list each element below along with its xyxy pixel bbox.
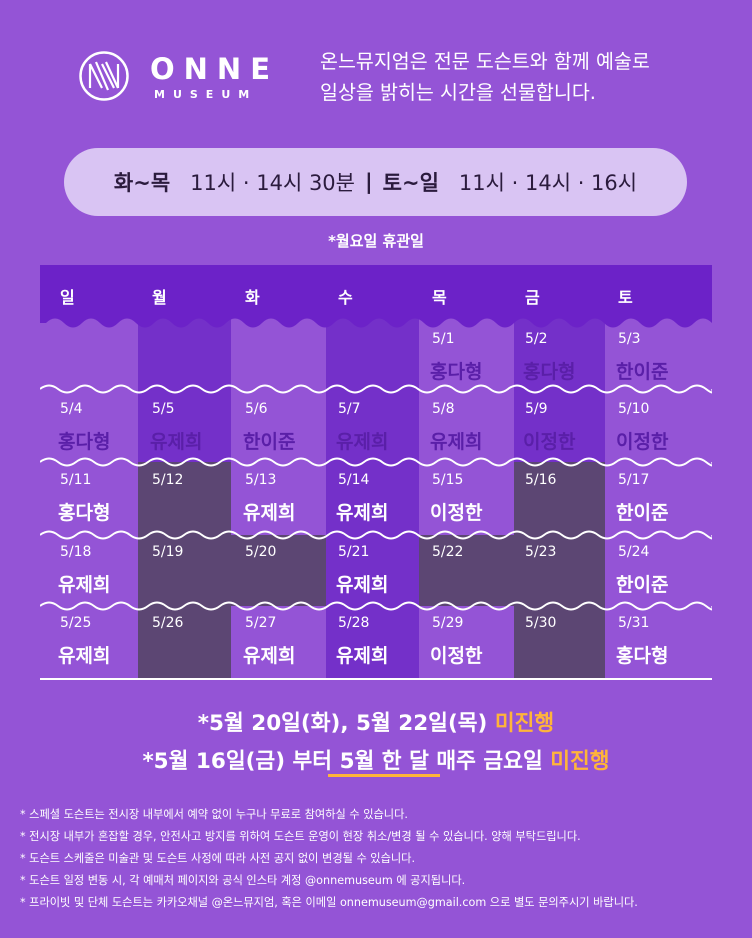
- calendar-date: 5/10: [618, 401, 650, 417]
- weekday-label: 화~목: [113, 171, 171, 195]
- day-header: 월: [152, 288, 167, 307]
- docent-name: 유제희: [243, 645, 296, 667]
- docent-name: 한이준: [243, 431, 296, 453]
- calendar-date: 5/24: [618, 544, 650, 560]
- calendar-date: 5/7: [338, 401, 361, 417]
- docent-name: 홍다형: [523, 361, 576, 383]
- calendar-date: 5/22: [432, 544, 464, 560]
- calendar-date: 5/21: [338, 544, 370, 560]
- docent-name: 유제희: [58, 645, 111, 667]
- day-header: 토: [618, 288, 633, 307]
- calendar-date: 5/15: [432, 472, 464, 488]
- calendar-date: 5/26: [152, 615, 184, 631]
- calendar-date: 5/3: [618, 331, 641, 347]
- footnote: * 프라이빗 및 단체 도슨트는 카카오채널 @온느뮤지엄, 혹은 이메일 on…: [20, 896, 638, 909]
- docent-name: 홍다형: [616, 645, 669, 667]
- notice-2-underlined: 5월 한 달: [339, 749, 429, 774]
- weekend-times: 11시 · 14시 · 16시: [458, 171, 638, 195]
- day-header: 일: [60, 288, 75, 307]
- calendar-date: 5/4: [60, 401, 83, 417]
- calendar-date: 5/31: [618, 615, 650, 631]
- notice-underline: [328, 774, 440, 777]
- footnote: * 스페셜 도슨트는 전시장 내부에서 예약 없이 누구나 무료로 참여하실 수…: [20, 808, 408, 821]
- docent-name: 홍다형: [430, 361, 483, 383]
- intro-text: 온느뮤지엄은 전문 도슨트와 함께 예술로 일상을 밝히는 시간을 선물합니다.: [320, 46, 650, 108]
- docent-name: 한이준: [616, 574, 669, 596]
- calendar-date: 5/29: [432, 615, 464, 631]
- calendar-date: 5/11: [60, 472, 92, 488]
- footnote: * 전시장 내부가 혼잡할 경우, 안전사고 방지를 위하여 도슨트 운영이 현…: [20, 830, 581, 843]
- brand-wordmark: ONNE MUSEUM: [150, 54, 279, 101]
- calendar-date: 5/17: [618, 472, 650, 488]
- weekday-times: 11시 · 14시 30분: [190, 171, 355, 195]
- footnote: * 도슨트 스케줄은 미술관 및 도슨트 사정에 따라 사전 공지 없이 변경될…: [20, 852, 416, 865]
- brand-subtitle: MUSEUM: [154, 88, 258, 101]
- notice-1-highlight: 미진행: [494, 711, 555, 736]
- day-header: 화: [245, 288, 260, 307]
- calendar-date: 5/8: [432, 401, 455, 417]
- calendar-date: 5/30: [525, 615, 557, 631]
- calendar-date: 5/27: [245, 615, 277, 631]
- notice-1-text: *5월 20일(화), 5월 22일(목): [197, 711, 495, 736]
- docent-name: 홍다형: [58, 431, 111, 453]
- docent-name: 유제희: [243, 502, 296, 524]
- intro-line-1: 온느뮤지엄은 전문 도슨트와 함께 예술로: [320, 50, 650, 73]
- calendar-date: 5/6: [245, 401, 268, 417]
- calendar-date: 5/25: [60, 615, 92, 631]
- calendar-date: 5/13: [245, 472, 277, 488]
- calendar-date: 5/1: [432, 331, 455, 347]
- docent-name: 유제희: [336, 574, 389, 596]
- docent-name: 이정한: [430, 645, 483, 667]
- docent-name: 한이준: [616, 361, 669, 383]
- calendar-date: 5/19: [152, 544, 184, 560]
- closed-day-note: *월요일 휴관일: [328, 232, 424, 250]
- footnote: * 도슨트 일정 변동 시, 각 예매처 페이지와 공식 인스타 계정 @onn…: [20, 874, 466, 887]
- weekend-label: 토~일: [382, 171, 439, 195]
- calendar-date: 5/20: [245, 544, 277, 560]
- docent-name: 유제희: [150, 431, 203, 453]
- docent-name: 한이준: [616, 502, 669, 524]
- calendar-date: 5/14: [338, 472, 370, 488]
- notice-cancelled-dates: *5월 20일(화), 5월 22일(목) 미진행: [0, 706, 752, 737]
- calendar-date: 5/16: [525, 472, 557, 488]
- docent-name: 유제희: [336, 645, 389, 667]
- calendar-date: 5/28: [338, 615, 370, 631]
- calendar-date: 5/5: [152, 401, 175, 417]
- docent-name: 유제희: [336, 502, 389, 524]
- may-docent-calendar: 일 월 화 수 목 금 토 5/1 홍다형 5/2 홍다형 5/3 한이준 5/4 홍다형 5/5 유제희 5/6…: [40, 265, 712, 680]
- day-header: 수: [338, 288, 353, 307]
- docent-name: 유제희: [430, 431, 483, 453]
- brand-name: ONNE: [150, 52, 280, 86]
- docent-name: 홍다형: [58, 502, 111, 524]
- footnotes: * 스페셜 도슨트는 전시장 내부에서 예약 없이 누구나 무료로 참여하실 수…: [20, 804, 638, 914]
- notice-2-highlight: 미진행: [550, 749, 610, 774]
- calendar-date: 5/12: [152, 472, 184, 488]
- docent-name: 이정한: [523, 431, 576, 453]
- calendar-date: 5/9: [525, 401, 548, 417]
- docent-name: 유제희: [58, 574, 111, 596]
- docent-name: 이정한: [430, 502, 483, 524]
- day-header: 목: [432, 288, 447, 307]
- docent-hours-banner: 화~목 11시 · 14시 30분 | 토~일 11시 · 14시 · 16시: [64, 148, 687, 216]
- day-header: 금: [525, 288, 540, 307]
- docent-name: 유제희: [336, 431, 389, 453]
- calendar-date: 5/2: [525, 331, 548, 347]
- calendar-date: 5/23: [525, 544, 557, 560]
- intro-line-2: 일상을 밝히는 시간을 선물합니다.: [320, 81, 596, 104]
- docent-name: 이정한: [616, 431, 669, 453]
- hours-separator: |: [364, 170, 373, 194]
- notice-friday-cancelled: *5월 16일(금) 부터 5월 한 달 매주 금요일 미진행: [0, 744, 752, 775]
- notice-2-part1: *5월 16일(금) 부터: [142, 749, 340, 774]
- calendar-date: 5/18: [60, 544, 92, 560]
- onne-logo-icon: [79, 51, 129, 101]
- notice-2-part2: 매주 금요일: [428, 749, 551, 774]
- calendar-background: [40, 265, 712, 680]
